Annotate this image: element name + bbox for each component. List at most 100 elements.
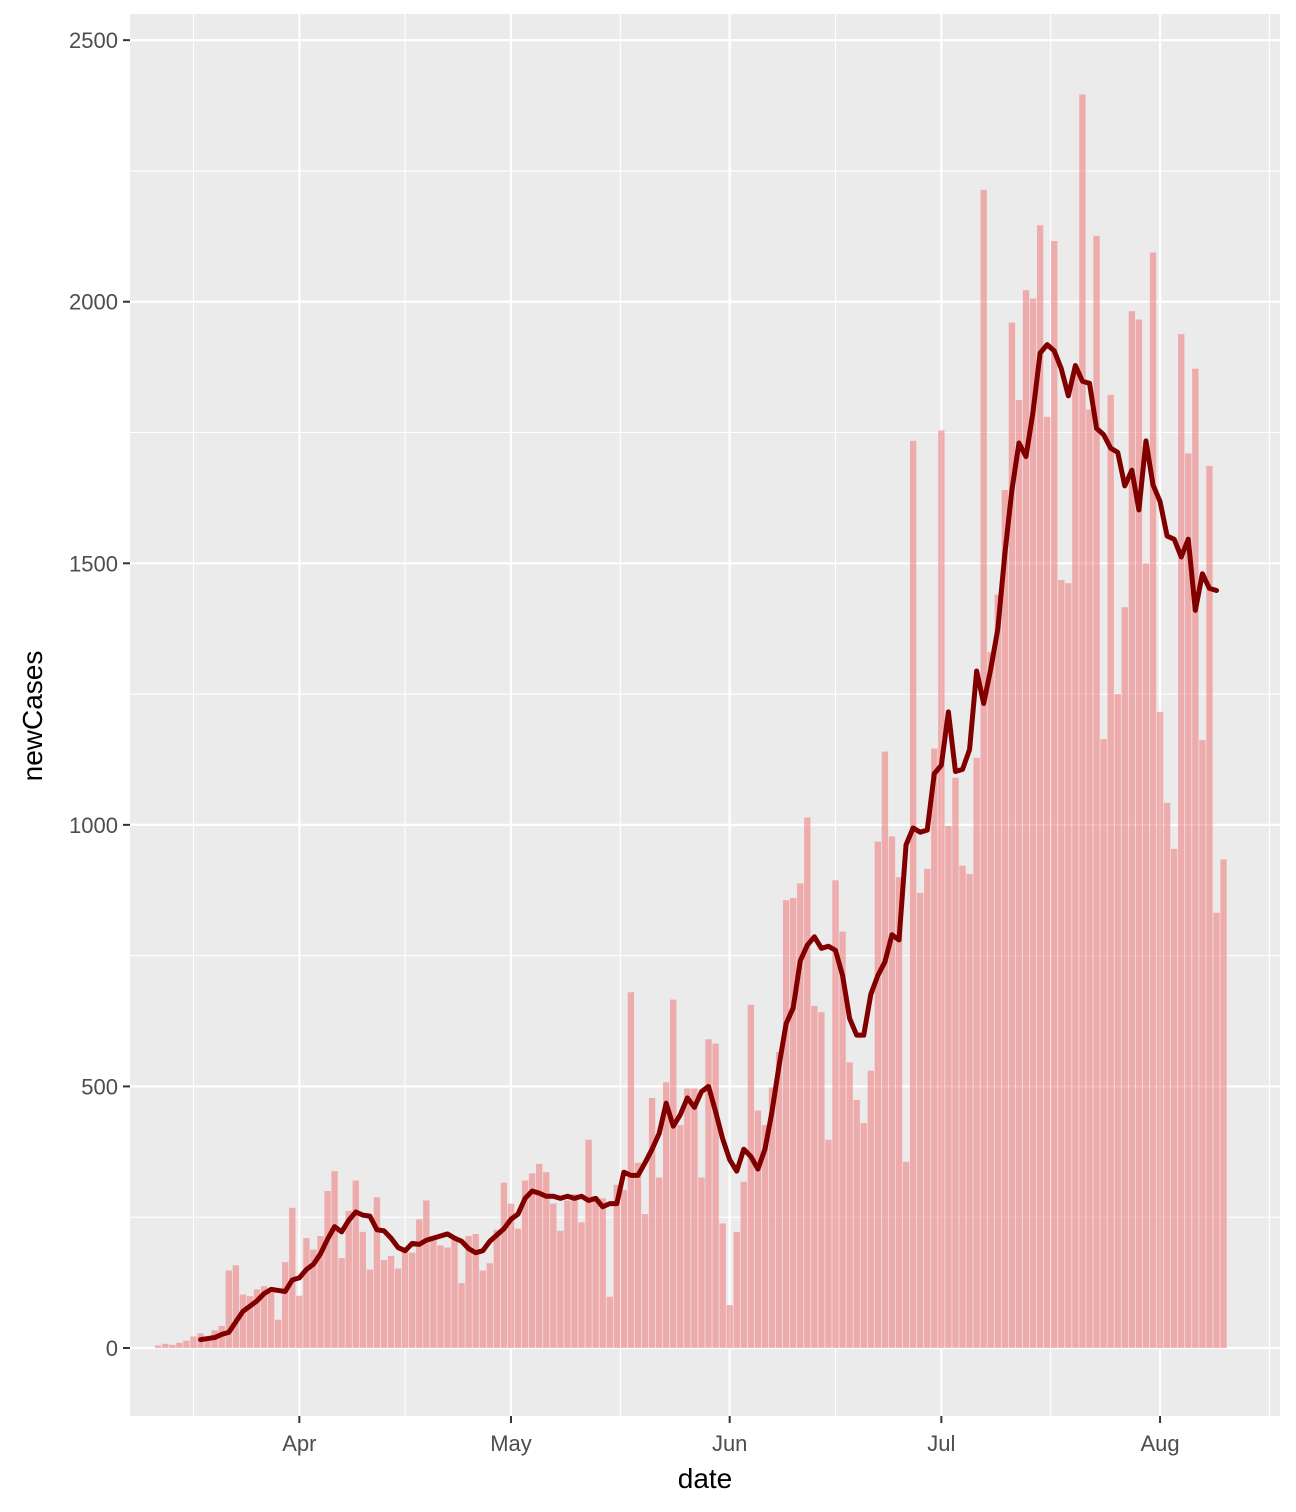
bar bbox=[521, 1180, 529, 1348]
bar bbox=[169, 1344, 176, 1348]
bar bbox=[1170, 848, 1178, 1348]
bar bbox=[655, 1177, 663, 1348]
bar bbox=[952, 777, 959, 1348]
bar bbox=[945, 825, 952, 1348]
bar bbox=[500, 1182, 508, 1348]
x-tick-label: Jun bbox=[712, 1431, 747, 1456]
bar bbox=[881, 751, 889, 1348]
bar bbox=[726, 1305, 733, 1348]
bar bbox=[627, 992, 635, 1348]
bar bbox=[493, 1229, 501, 1348]
bar bbox=[458, 1283, 465, 1348]
bar bbox=[1142, 563, 1150, 1348]
bar bbox=[1199, 740, 1206, 1348]
bar bbox=[677, 1125, 684, 1348]
bar bbox=[352, 1180, 359, 1348]
bar bbox=[155, 1345, 162, 1348]
bar bbox=[536, 1163, 543, 1348]
bar bbox=[959, 865, 966, 1348]
bar bbox=[571, 1194, 578, 1348]
bar bbox=[338, 1258, 345, 1348]
bar bbox=[585, 1139, 592, 1348]
bar bbox=[592, 1196, 599, 1348]
bar bbox=[1008, 322, 1016, 1348]
x-tick-label: May bbox=[490, 1431, 532, 1456]
minor-gridlines bbox=[130, 14, 1280, 1416]
bar bbox=[479, 1270, 486, 1348]
bar bbox=[1135, 319, 1143, 1348]
rolling-average-line bbox=[198, 342, 1219, 1343]
bar bbox=[888, 836, 896, 1348]
bar bbox=[1206, 465, 1213, 1348]
bar bbox=[860, 1123, 867, 1348]
bar bbox=[832, 880, 839, 1348]
bar bbox=[1149, 252, 1157, 1348]
bar bbox=[613, 1184, 620, 1348]
bar bbox=[909, 440, 917, 1348]
bar bbox=[620, 1190, 628, 1348]
bar bbox=[1156, 711, 1164, 1348]
bar bbox=[818, 1012, 825, 1348]
bar bbox=[345, 1210, 352, 1348]
bar bbox=[444, 1247, 451, 1348]
bar bbox=[557, 1230, 564, 1348]
bar bbox=[253, 1289, 261, 1348]
y-tick-label: 1500 bbox=[69, 551, 118, 576]
bar bbox=[797, 883, 804, 1348]
bar bbox=[324, 1191, 331, 1348]
x-tick-label: Aug bbox=[1140, 1431, 1179, 1456]
bar bbox=[394, 1268, 402, 1348]
bar bbox=[1051, 241, 1058, 1348]
bar bbox=[846, 1062, 853, 1348]
bar bbox=[543, 1172, 550, 1348]
bar bbox=[296, 1295, 303, 1348]
bar bbox=[380, 1260, 388, 1348]
bar bbox=[1100, 739, 1107, 1348]
bar bbox=[705, 1039, 712, 1348]
bar bbox=[373, 1197, 381, 1348]
bar bbox=[754, 1110, 762, 1348]
bar bbox=[924, 868, 931, 1348]
bar bbox=[282, 1262, 289, 1348]
bar bbox=[917, 892, 924, 1348]
bar bbox=[1163, 802, 1171, 1348]
y-axis: 0 500 1000 1500 2000 2500 bbox=[69, 28, 130, 1361]
bar bbox=[274, 1319, 282, 1348]
bar bbox=[719, 1223, 726, 1348]
bar bbox=[564, 1200, 571, 1348]
bar bbox=[416, 1219, 423, 1348]
bar bbox=[825, 1139, 832, 1348]
bar bbox=[648, 1097, 656, 1348]
bar bbox=[232, 1265, 240, 1348]
bar bbox=[528, 1173, 536, 1348]
bar bbox=[204, 1337, 211, 1348]
bar bbox=[387, 1255, 395, 1348]
y-tick-label: 2000 bbox=[69, 290, 118, 315]
y-tick-label: 1000 bbox=[69, 813, 118, 838]
bar bbox=[895, 877, 903, 1348]
x-axis-title: date bbox=[678, 1463, 733, 1494]
bar bbox=[1029, 298, 1037, 1348]
bar bbox=[663, 1082, 670, 1348]
y-axis-title: newCases bbox=[17, 651, 48, 782]
bar bbox=[1220, 859, 1227, 1348]
bar bbox=[239, 1294, 247, 1348]
bar bbox=[867, 1070, 874, 1348]
bar bbox=[1107, 394, 1114, 1348]
bar bbox=[578, 1222, 585, 1348]
bar bbox=[768, 1087, 776, 1348]
bar bbox=[409, 1252, 416, 1348]
bar bbox=[507, 1203, 515, 1348]
bar bbox=[1185, 453, 1192, 1348]
bar bbox=[514, 1228, 522, 1348]
bar bbox=[162, 1343, 169, 1348]
bar bbox=[486, 1263, 493, 1348]
bar bbox=[691, 1088, 698, 1348]
bar bbox=[472, 1233, 479, 1348]
bar bbox=[966, 874, 973, 1348]
bar bbox=[310, 1249, 317, 1348]
bar bbox=[994, 594, 1001, 1348]
bar bbox=[684, 1088, 691, 1348]
bar bbox=[782, 900, 790, 1348]
